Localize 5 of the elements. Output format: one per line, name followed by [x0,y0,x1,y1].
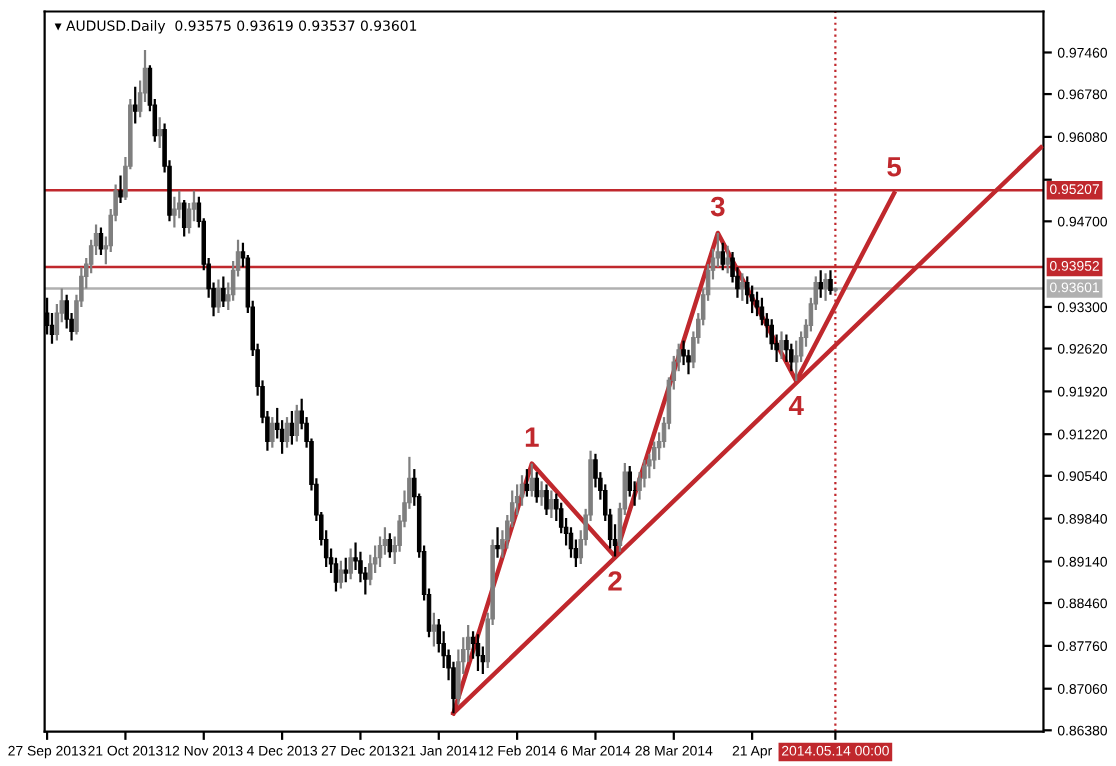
annotation: 4 [788,395,804,416]
annotation: 3 [710,196,725,217]
annotation: 5 [887,157,902,177]
annotation: 2 [608,571,622,591]
annotation: 1 [525,427,539,447]
